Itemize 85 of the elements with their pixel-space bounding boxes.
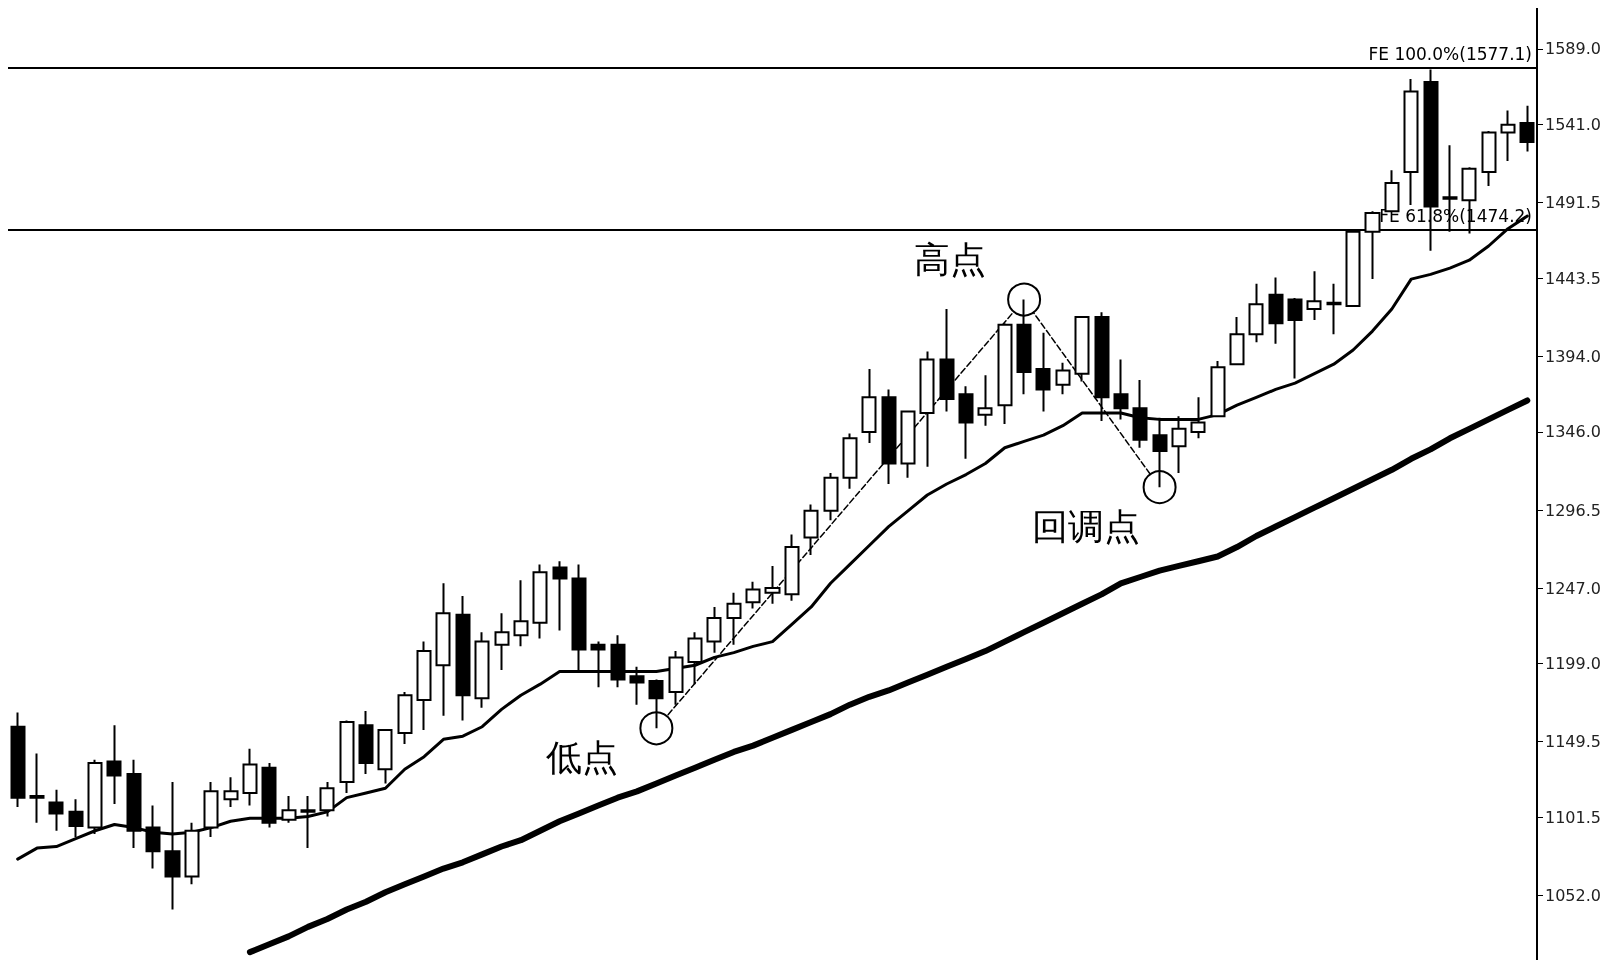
- point: [639, 711, 674, 746]
- candlestick: [1035, 331, 1051, 413]
- candlestick: [977, 374, 993, 427]
- candlestick: [919, 350, 935, 468]
- point: [1142, 470, 1177, 505]
- y-tick-label: 1296.5: [1545, 500, 1601, 520]
- candlestick: [1268, 276, 1284, 345]
- candlestick: [416, 640, 432, 731]
- candlestick: [881, 388, 897, 485]
- candlestick: [203, 780, 219, 839]
- candlestick: [223, 776, 239, 809]
- candlestick: [68, 798, 84, 839]
- candlestick: [958, 385, 974, 460]
- candlestick: [745, 580, 761, 610]
- candlestick: [494, 612, 510, 671]
- candlestick: [1190, 396, 1206, 440]
- candlestick: [997, 322, 1013, 426]
- candlestick: [1287, 297, 1303, 380]
- y-tick-label: 1443.5: [1545, 268, 1601, 288]
- annotation: 低点: [546, 738, 619, 779]
- candlestick: [358, 709, 374, 776]
- y-tick-label: 1247.0: [1545, 578, 1601, 598]
- ref-line-label: FE 100.0%(1577.1): [1368, 44, 1532, 65]
- candlestick: [1306, 270, 1322, 322]
- candlestick: [474, 631, 490, 709]
- candlestick: [706, 605, 722, 654]
- candlestick: [1113, 358, 1129, 421]
- y-tick-label: 1491.5: [1545, 193, 1601, 213]
- candlestick: [629, 665, 645, 706]
- candlestick: [1403, 77, 1419, 207]
- y-tick-label: 1052.0: [1545, 885, 1601, 905]
- candlestick: [532, 563, 548, 640]
- candlestick: [319, 780, 335, 818]
- y-tick-label: 1199.0: [1545, 654, 1601, 674]
- candlestick: [1500, 109, 1516, 162]
- candlestick: [764, 564, 781, 605]
- candlestick: [126, 758, 142, 850]
- candlestick: [48, 788, 64, 832]
- y-tick-label: 1149.5: [1545, 732, 1601, 752]
- candlestick: [10, 711, 26, 809]
- candlestick: [571, 563, 587, 671]
- annotation: 高点: [914, 239, 987, 280]
- candlestick: [1229, 315, 1245, 366]
- y-tick-label: 1394.0: [1545, 346, 1601, 366]
- candlestick: [300, 795, 316, 850]
- candlestick: [455, 594, 471, 722]
- y-tick-label: 1589.0: [1545, 39, 1601, 59]
- candlestick: [1481, 129, 1497, 188]
- candlestick: [1326, 282, 1342, 336]
- candlestick: [803, 503, 819, 556]
- candlestick: [261, 761, 277, 829]
- candlestick: [397, 691, 413, 746]
- candlestick: [784, 533, 800, 602]
- candlestick: [87, 758, 103, 835]
- y-tick-label: 1346.0: [1545, 422, 1601, 442]
- y-tick-label: 1101.5: [1545, 807, 1601, 827]
- y-tick-label: 1541.0: [1545, 115, 1601, 135]
- candlestick: [377, 728, 393, 785]
- candlestick: [1132, 378, 1148, 449]
- point: [1007, 282, 1042, 317]
- candlestick: [281, 795, 297, 824]
- candlestick: [823, 471, 839, 522]
- candlestick: [1210, 360, 1226, 418]
- candlestick: [1248, 282, 1264, 344]
- candlestick: [842, 432, 858, 490]
- candlestick: [610, 634, 626, 689]
- candlestick: [29, 752, 45, 824]
- candlestick: [861, 367, 877, 445]
- candlestick: [668, 650, 684, 706]
- candlestick: [242, 747, 258, 807]
- annotation: 回调点: [1031, 507, 1140, 548]
- candlestick: [513, 579, 529, 648]
- candlestick: [590, 640, 606, 689]
- candlestick: [726, 591, 742, 646]
- candlestick: [687, 631, 703, 686]
- candlestick: [339, 719, 355, 794]
- candlestick: [939, 308, 955, 413]
- candlestick: [900, 410, 916, 479]
- candlestick: [1171, 415, 1187, 474]
- candlestick: [1094, 311, 1110, 422]
- candlestick: [1074, 315, 1090, 383]
- candlestick: [435, 582, 451, 717]
- candlestick: [106, 724, 122, 805]
- candlestick: [552, 560, 568, 632]
- candlestick: [1055, 361, 1071, 396]
